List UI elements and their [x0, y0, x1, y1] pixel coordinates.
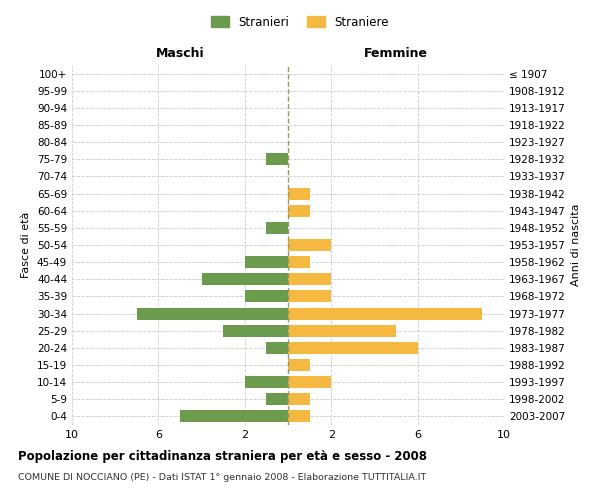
Bar — [266, 154, 288, 166]
Bar — [202, 274, 288, 285]
Bar — [266, 222, 288, 234]
Bar — [288, 274, 331, 285]
Bar — [288, 290, 331, 302]
Bar — [288, 359, 310, 371]
Bar — [288, 239, 331, 251]
Legend: Stranieri, Straniere: Stranieri, Straniere — [206, 11, 394, 34]
Y-axis label: Fasce di età: Fasce di età — [22, 212, 31, 278]
Bar — [266, 394, 288, 406]
Text: COMUNE DI NOCCIANO (PE) - Dati ISTAT 1° gennaio 2008 - Elaborazione TUTTITALIA.I: COMUNE DI NOCCIANO (PE) - Dati ISTAT 1° … — [18, 472, 426, 482]
Bar — [288, 308, 482, 320]
Bar — [288, 410, 310, 422]
Text: Femmine: Femmine — [364, 47, 428, 60]
Bar — [288, 188, 310, 200]
Bar — [245, 290, 288, 302]
Bar — [288, 394, 310, 406]
Text: Popolazione per cittadinanza straniera per età e sesso - 2008: Popolazione per cittadinanza straniera p… — [18, 450, 427, 463]
Bar — [288, 376, 331, 388]
Bar — [288, 256, 310, 268]
Bar — [288, 324, 396, 336]
Bar — [245, 256, 288, 268]
Bar — [180, 410, 288, 422]
Bar — [223, 324, 288, 336]
Text: Maschi: Maschi — [155, 47, 205, 60]
Bar — [266, 342, 288, 354]
Bar — [288, 342, 418, 354]
Bar — [137, 308, 288, 320]
Bar — [245, 376, 288, 388]
Y-axis label: Anni di nascita: Anni di nascita — [571, 204, 581, 286]
Bar — [288, 204, 310, 216]
